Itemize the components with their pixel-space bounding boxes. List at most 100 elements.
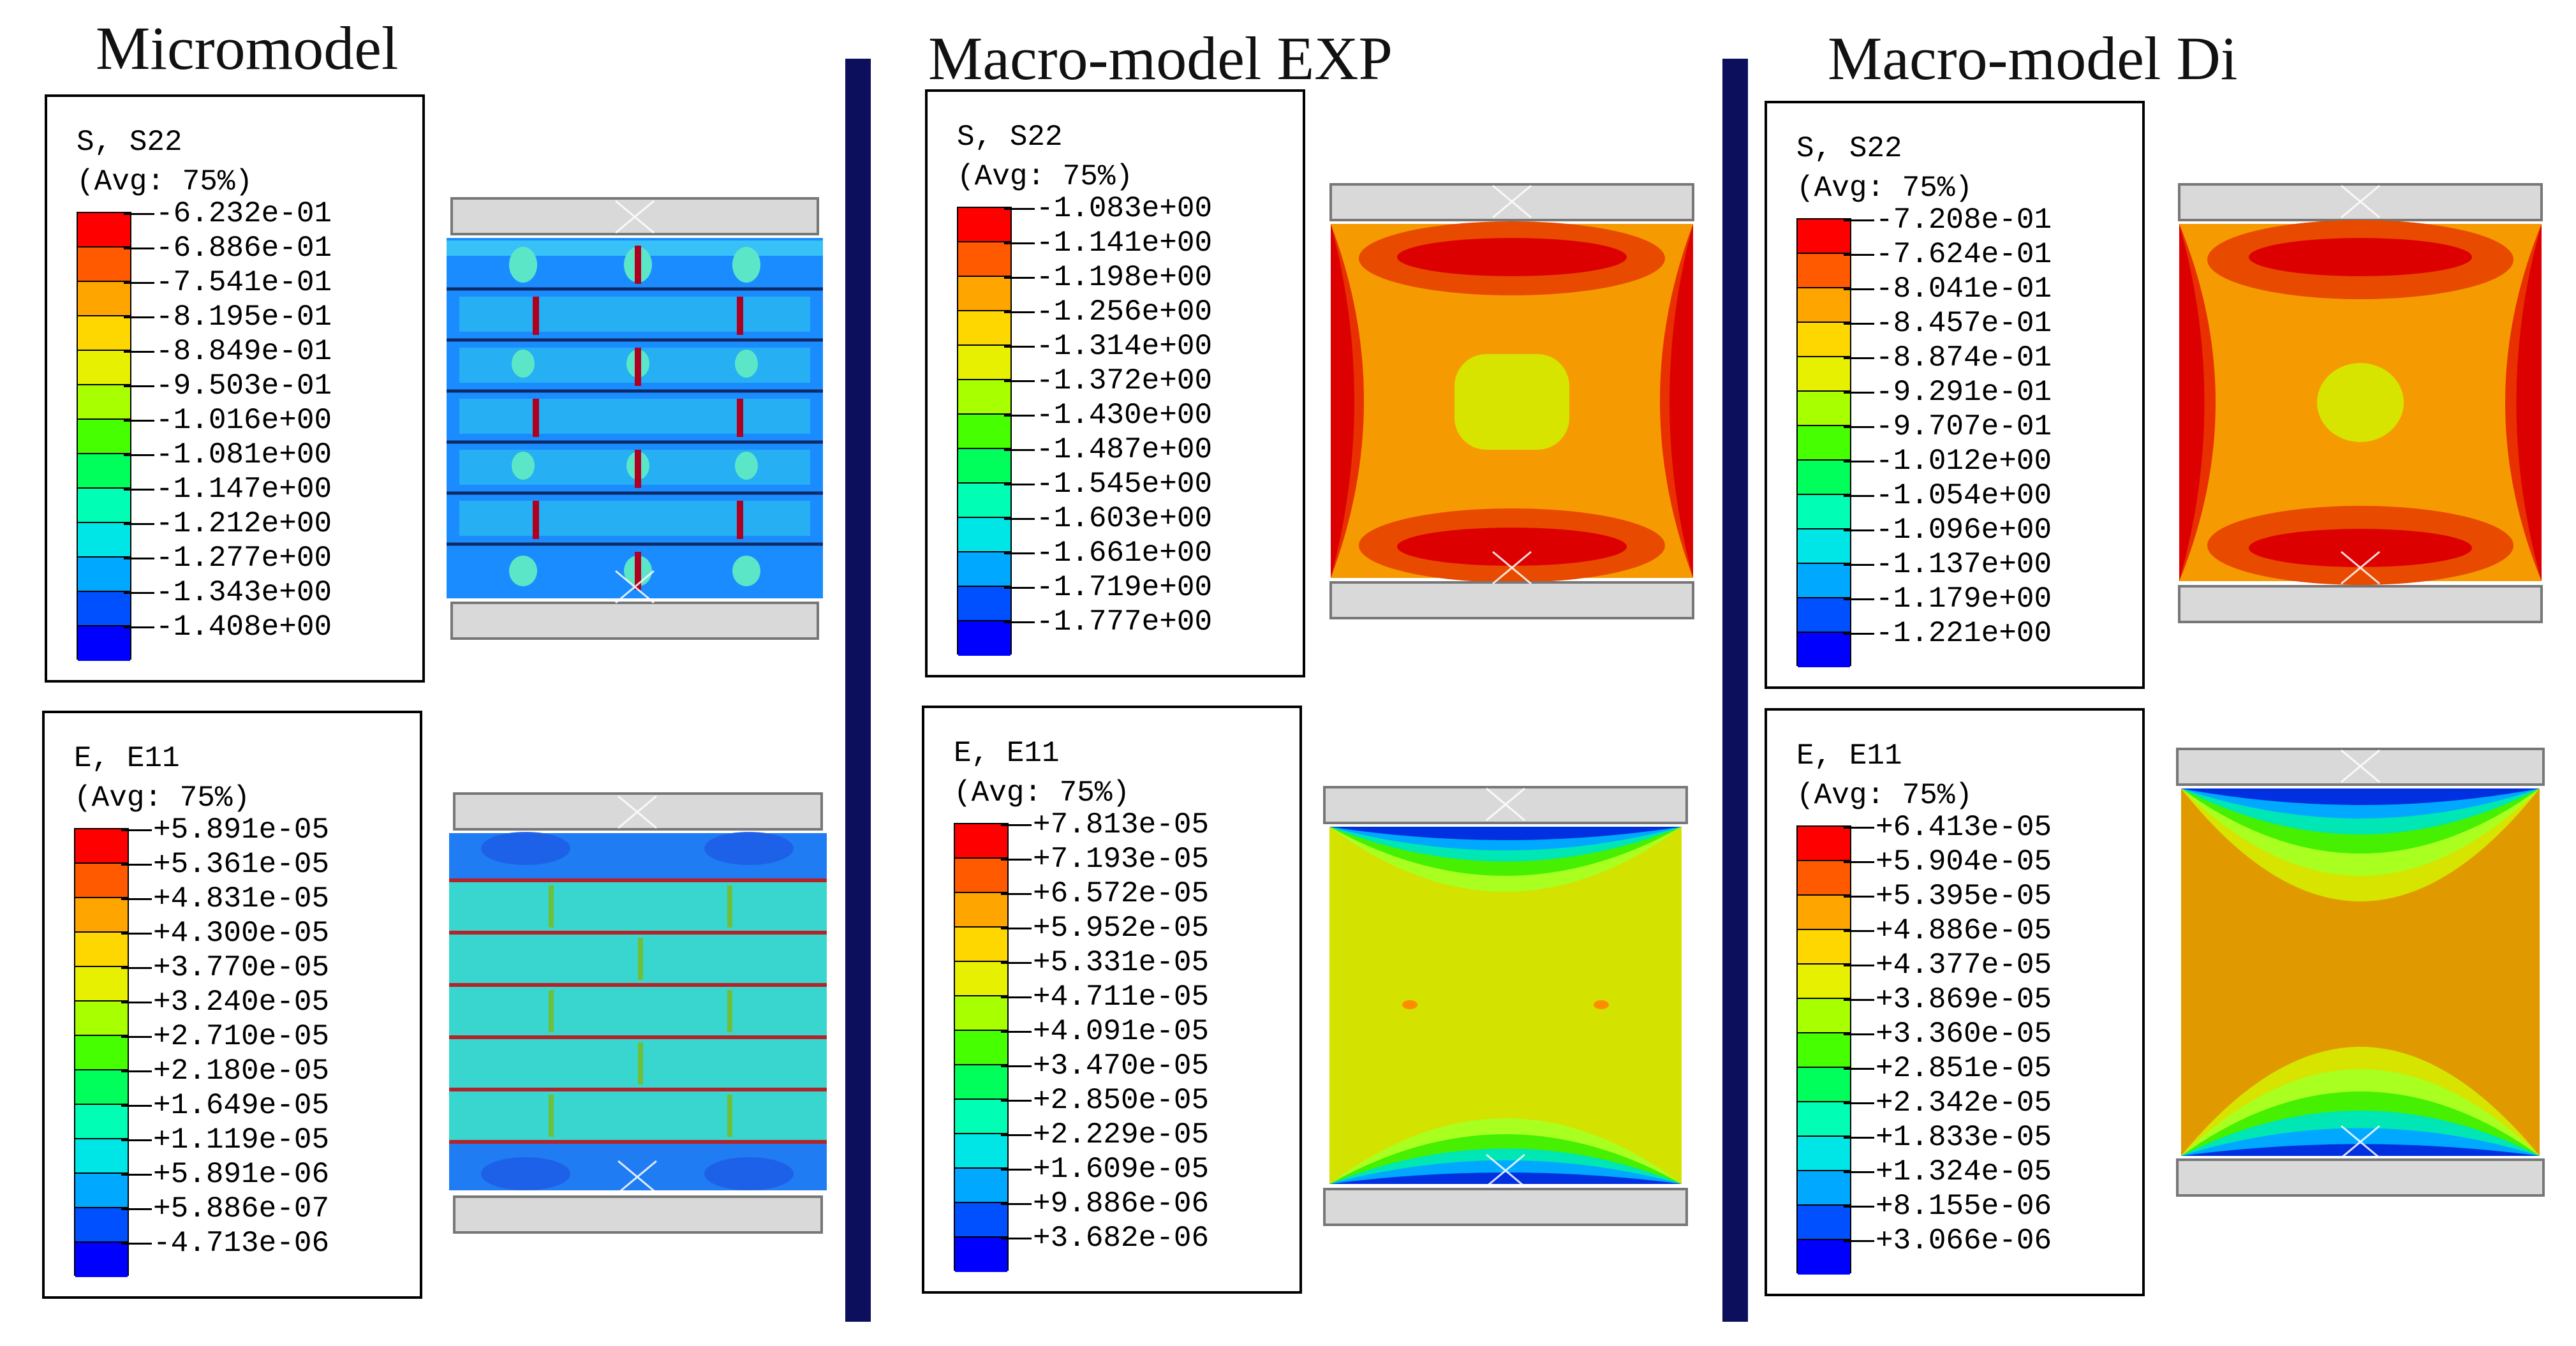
legend-value: +3.470e-05 xyxy=(1033,1049,1210,1083)
legend-tick xyxy=(1844,1240,1874,1242)
legend-color-bar xyxy=(1796,825,1851,1275)
legend-tick xyxy=(121,933,152,935)
legend-value: -8.457e-01 xyxy=(1876,307,2052,340)
legend-tick xyxy=(124,385,154,387)
legend-value: -1.147e+00 xyxy=(156,473,332,506)
legend-color-cell xyxy=(78,213,130,248)
legend-tick xyxy=(124,316,154,318)
legend-value: -1.083e+00 xyxy=(1036,192,1213,225)
legend-tick xyxy=(1844,254,1874,256)
legend-color-cell xyxy=(958,449,1010,484)
legend-value: +3.770e-05 xyxy=(153,951,330,984)
legend-value: +4.091e-05 xyxy=(1033,1015,1210,1048)
legend-color-cell xyxy=(78,626,130,661)
legend: S, S22 (Avg: 75%) -6.232e-01 -6.886e-01 -7.5… xyxy=(45,94,425,683)
legend-color-cell xyxy=(75,967,128,1002)
legend-tick xyxy=(1001,1238,1032,1239)
legend-tick xyxy=(124,213,154,215)
legend-color-bar xyxy=(1796,218,1851,667)
legend-color-cell xyxy=(958,311,1010,346)
legend-tick xyxy=(1004,346,1035,348)
legend-color-cell xyxy=(78,558,130,592)
legend-value: -1.137e+00 xyxy=(1876,548,2052,581)
legend-color-cell xyxy=(958,552,1010,587)
legend-color-cell xyxy=(958,380,1010,415)
legend-color-cell xyxy=(1798,598,1850,633)
legend-color-cell xyxy=(75,1070,128,1105)
legend-color-cell xyxy=(75,1036,128,1070)
legend-tick xyxy=(121,1174,152,1176)
legend-color-cell xyxy=(75,864,128,898)
legend-color-cell xyxy=(1798,999,1850,1033)
legend-value: -1.777e+00 xyxy=(1036,605,1213,639)
legend-color-cell xyxy=(955,1134,1007,1169)
legend: S, S22 (Avg: 75%) -1.083e+00 -1.141e+00 -1.1… xyxy=(925,89,1305,677)
legend-tick xyxy=(124,454,154,456)
legend-tick xyxy=(1004,449,1035,451)
legend-color-cell xyxy=(955,1031,1007,1065)
column-divider-2 xyxy=(1722,59,1748,1322)
legend-tick xyxy=(1844,1102,1874,1104)
legend-color-cell xyxy=(1798,965,1850,999)
legend-color-cell xyxy=(1798,564,1850,598)
legend-value: +9.886e-06 xyxy=(1033,1187,1210,1220)
legend-value: -1.430e+00 xyxy=(1036,399,1213,432)
legend-value: -1.141e+00 xyxy=(1036,226,1213,260)
legend-tick xyxy=(1001,1134,1032,1136)
legend-value: +5.331e-05 xyxy=(1033,946,1210,979)
legend-tick xyxy=(1844,392,1874,394)
legend-color-cell xyxy=(1798,1206,1850,1240)
legend-value: -7.541e-01 xyxy=(156,266,332,299)
legend-color-cell xyxy=(958,484,1010,518)
legend-color-bar xyxy=(954,823,1009,1272)
legend-color-cell xyxy=(75,829,128,864)
legend-variable: E, E11 xyxy=(954,737,1060,770)
legend-value: -1.408e+00 xyxy=(156,610,332,644)
legend-color-cell xyxy=(75,1208,128,1243)
legend-value: -1.012e+00 xyxy=(1876,445,2052,478)
legend-value: +4.300e-05 xyxy=(153,917,330,950)
legend-value: +5.891e-06 xyxy=(153,1158,330,1191)
macro-di-strain-contour xyxy=(2176,748,2545,1197)
legend-value: -1.212e+00 xyxy=(156,507,332,540)
legend-color-cell xyxy=(78,592,130,626)
legend-value: +2.180e-05 xyxy=(153,1054,330,1088)
legend-value: -1.372e+00 xyxy=(1036,364,1213,397)
legend-color-cell xyxy=(1798,219,1850,254)
legend: E, E11 (Avg: 75%) +6.413e-05 +5.904e-05 +5.3… xyxy=(1765,708,2145,1296)
legend-value: +5.395e-05 xyxy=(1876,880,2052,913)
legend-color-cell xyxy=(955,1065,1007,1100)
legend-averaging: (Avg: 75%) xyxy=(954,776,1130,810)
legend-color-cell xyxy=(955,928,1007,962)
legend-value: +6.572e-05 xyxy=(1033,877,1210,910)
legend-tick xyxy=(1004,277,1035,279)
legend-tick xyxy=(1844,288,1874,290)
legend-tick xyxy=(1004,208,1035,210)
legend-color-cell xyxy=(955,859,1007,893)
title-macro-exp: Macro-model EXP xyxy=(928,24,1393,92)
legend-tick xyxy=(1001,1031,1032,1033)
legend-color-cell xyxy=(1798,1068,1850,1102)
legend-value: -1.081e+00 xyxy=(156,438,332,471)
legend-tick xyxy=(121,864,152,866)
legend-value: -1.661e+00 xyxy=(1036,536,1213,570)
legend-tick xyxy=(121,1139,152,1141)
legend-tick xyxy=(1001,859,1032,861)
legend-tick xyxy=(1844,495,1874,497)
legend-color-cell xyxy=(1798,827,1850,861)
legend-tick xyxy=(1004,552,1035,554)
legend-value: -1.277e+00 xyxy=(156,542,332,575)
legend-color-cell xyxy=(955,1169,1007,1203)
legend-averaging: (Avg: 75%) xyxy=(74,781,251,815)
legend-value: -7.624e-01 xyxy=(1876,238,2052,271)
legend-value: +6.413e-05 xyxy=(1876,811,2052,844)
legend-value: +1.609e-05 xyxy=(1033,1153,1210,1186)
legend-value: -8.849e-01 xyxy=(156,335,332,368)
legend-color-cell xyxy=(78,248,130,282)
legend-color-bar xyxy=(74,828,129,1277)
legend-color-cell xyxy=(1798,392,1850,426)
legend-color-cell xyxy=(1798,1171,1850,1206)
legend-value: -1.016e+00 xyxy=(156,404,332,437)
legend-color-cell xyxy=(958,346,1010,380)
legend-tick xyxy=(1004,484,1035,485)
